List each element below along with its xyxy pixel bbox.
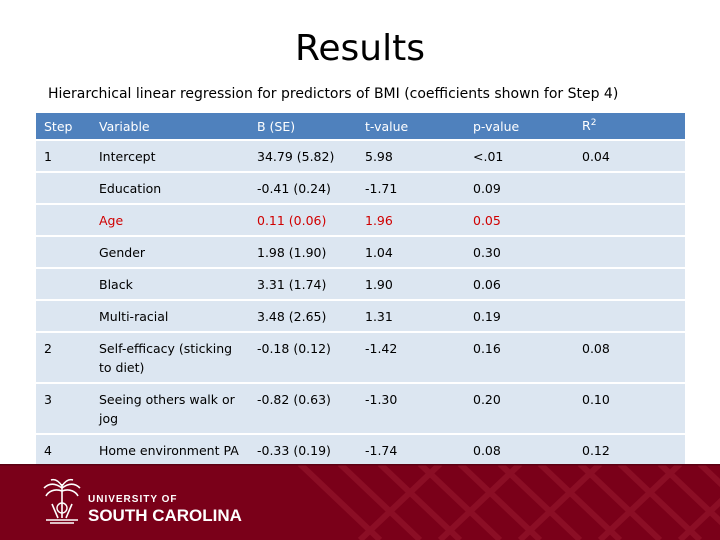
footer-university-line: UNIVERSITY OF bbox=[88, 494, 178, 505]
cell-t-value: 5.98 bbox=[357, 141, 465, 171]
cell-b-se: -0.18 (0.12) bbox=[249, 333, 357, 382]
cell-b-se: 3.31 (1.74) bbox=[249, 269, 357, 299]
cell-step bbox=[36, 173, 91, 203]
cell-p-value: 0.20 bbox=[465, 384, 574, 433]
table-header-row: Step Variable B (SE) t-value p-value R2 bbox=[36, 113, 685, 139]
table-row: 3 Seeing others walk or jog -0.82 (0.63) -1… bbox=[36, 384, 685, 433]
cell-r2 bbox=[574, 237, 685, 267]
table-caption: Hierarchical linear regression for predi… bbox=[48, 86, 619, 102]
cell-r2: 0.04 bbox=[574, 141, 685, 171]
table-row: 2 Self-efficacy (sticking to diet) -0.18 (… bbox=[36, 333, 685, 382]
cell-t-value: -1.71 bbox=[357, 173, 465, 203]
cell-r2 bbox=[574, 301, 685, 331]
footer-pattern bbox=[0, 464, 720, 540]
table-row: Education -0.41 (0.24) -1.71 0.09 bbox=[36, 173, 685, 203]
cell-b-se: 1.98 (1.90) bbox=[249, 237, 357, 267]
header-r2: R2 bbox=[574, 113, 685, 139]
cell-variable: Seeing others walk or jog bbox=[91, 384, 249, 433]
university-logo: UNIVERSITY OF SOUTH CAROLINA bbox=[40, 478, 250, 526]
cell-b-se: 0.11 (0.06) bbox=[249, 205, 357, 235]
cell-p-value: <.01 bbox=[465, 141, 574, 171]
table-row: Age 0.11 (0.06) 1.96 0.05 bbox=[36, 205, 685, 235]
header-step: Step bbox=[36, 113, 91, 139]
cell-r2: 0.08 bbox=[574, 333, 685, 382]
cell-t-value: 1.90 bbox=[357, 269, 465, 299]
header-p-value: p-value bbox=[465, 113, 574, 139]
cell-p-value: 0.19 bbox=[465, 301, 574, 331]
cell-p-value: 0.05 bbox=[465, 205, 574, 235]
cell-r2 bbox=[574, 173, 685, 203]
cell-p-value: 0.09 bbox=[465, 173, 574, 203]
cell-t-value: 1.04 bbox=[357, 237, 465, 267]
cell-b-se: 34.79 (5.82) bbox=[249, 141, 357, 171]
cell-p-value: 0.06 bbox=[465, 269, 574, 299]
cell-r2 bbox=[574, 269, 685, 299]
cell-step bbox=[36, 205, 91, 235]
table-row: 1 Intercept 34.79 (5.82) 5.98 <.01 0.04 bbox=[36, 141, 685, 171]
cell-r2 bbox=[574, 205, 685, 235]
cell-p-value: 0.16 bbox=[465, 333, 574, 382]
footer-university-name: SOUTH CAROLINA bbox=[88, 506, 242, 525]
palmetto-tree-logo-icon bbox=[43, 478, 81, 524]
header-b-se: B (SE) bbox=[249, 113, 357, 139]
cell-t-value: -1.30 bbox=[357, 384, 465, 433]
cell-step bbox=[36, 237, 91, 267]
cell-step: 3 bbox=[36, 384, 91, 433]
cell-variable: Self-efficacy (sticking to diet) bbox=[91, 333, 249, 382]
table-row: Multi-racial 3.48 (2.65) 1.31 0.19 bbox=[36, 301, 685, 331]
cell-variable: Education bbox=[91, 173, 249, 203]
cell-b-se: -0.82 (0.63) bbox=[249, 384, 357, 433]
cell-t-value: 1.96 bbox=[357, 205, 465, 235]
footer-banner bbox=[0, 464, 720, 540]
table-row: Gender 1.98 (1.90) 1.04 0.30 bbox=[36, 237, 685, 267]
cell-step bbox=[36, 269, 91, 299]
cell-step: 2 bbox=[36, 333, 91, 382]
table-row: Black 3.31 (1.74) 1.90 0.06 bbox=[36, 269, 685, 299]
cell-variable: Gender bbox=[91, 237, 249, 267]
cell-b-se: -0.41 (0.24) bbox=[249, 173, 357, 203]
regression-table: Step Variable B (SE) t-value p-value R2 … bbox=[36, 111, 685, 486]
cell-variable: Age bbox=[91, 205, 249, 235]
cell-step bbox=[36, 301, 91, 331]
cell-t-value: 1.31 bbox=[357, 301, 465, 331]
cell-variable: Multi-racial bbox=[91, 301, 249, 331]
header-t-value: t-value bbox=[357, 113, 465, 139]
cell-b-se: 3.48 (2.65) bbox=[249, 301, 357, 331]
cell-t-value: -1.42 bbox=[357, 333, 465, 382]
cell-variable: Black bbox=[91, 269, 249, 299]
table-body: 1 Intercept 34.79 (5.82) 5.98 <.01 0.04 Educat… bbox=[36, 141, 685, 484]
cell-p-value: 0.30 bbox=[465, 237, 574, 267]
header-variable: Variable bbox=[91, 113, 249, 139]
cell-variable: Intercept bbox=[91, 141, 249, 171]
cell-step: 1 bbox=[36, 141, 91, 171]
slide-title: Results bbox=[295, 28, 425, 69]
cell-r2: 0.10 bbox=[574, 384, 685, 433]
